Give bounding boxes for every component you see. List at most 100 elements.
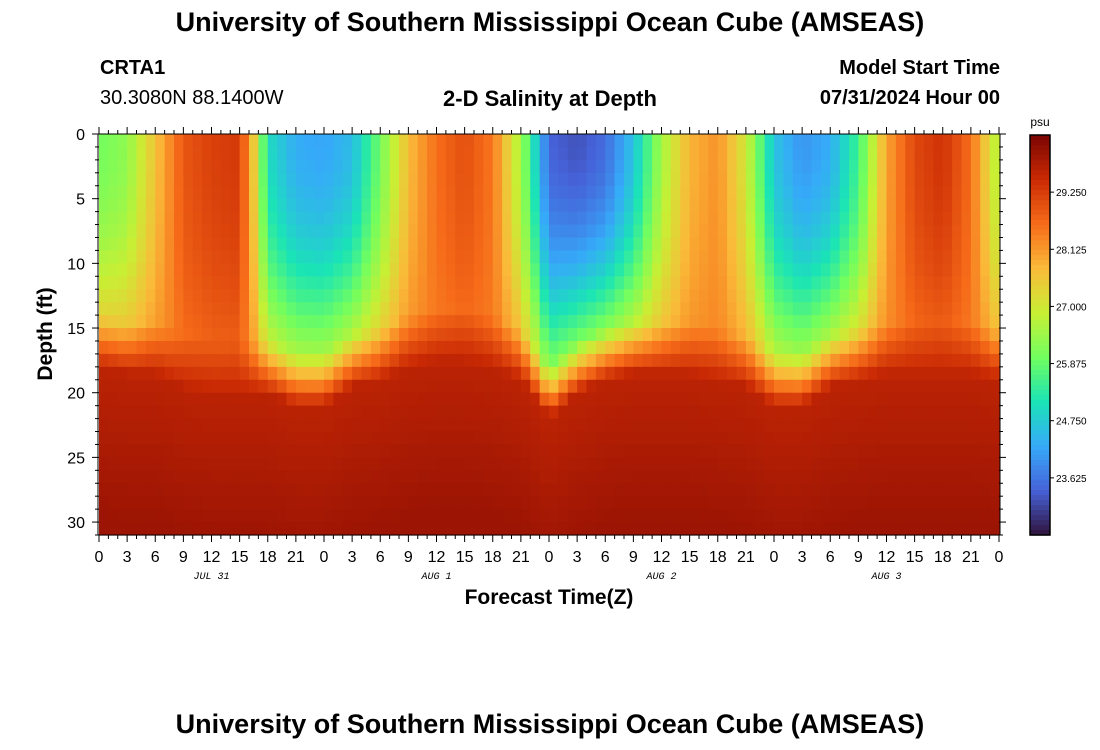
heatmap-cell [380, 276, 391, 290]
heatmap-cell [277, 405, 288, 420]
date-label: AUG 2 [645, 572, 676, 583]
heatmap-cell [155, 302, 166, 316]
heatmap-cell [549, 250, 559, 264]
heatmap-cell [464, 522, 475, 536]
heatmap-cell [605, 496, 616, 510]
heatmap-cell [717, 276, 728, 290]
heatmap-cell [745, 159, 756, 174]
heatmap-cell [117, 146, 128, 161]
heatmap-cell [764, 198, 775, 213]
heatmap-cell [511, 483, 522, 497]
heatmap-cell [886, 483, 897, 497]
heatmap-cell [708, 340, 719, 355]
heatmap-cell [886, 134, 897, 148]
heatmap-cell [614, 444, 625, 458]
heatmap-cell [661, 289, 672, 303]
heatmap-cell [549, 276, 559, 290]
heatmap-cell [380, 509, 391, 523]
heatmap-cell [502, 431, 513, 446]
heatmap-cell [886, 146, 897, 161]
heatmap-cell [652, 444, 663, 458]
heatmap-cell [305, 444, 316, 458]
heatmap-cell [539, 522, 550, 536]
heatmap-cell [577, 159, 588, 174]
colorbar-segment [1030, 310, 1050, 316]
heatmap-cell [661, 405, 672, 420]
heatmap-cell [352, 496, 363, 510]
heatmap-cell [577, 198, 588, 213]
heatmap-cell [886, 444, 897, 458]
heatmap-cell [277, 431, 288, 446]
heatmap-cell [614, 496, 625, 510]
colorbar-segment [1030, 385, 1050, 391]
heatmap-cell [914, 340, 925, 355]
heatmap-cell [117, 405, 128, 420]
heatmap-cell [849, 328, 859, 342]
heatmap-cell [689, 172, 700, 187]
colorbar-segment [1030, 305, 1050, 311]
heatmap-cell [502, 470, 513, 484]
heatmap-cell [389, 211, 400, 226]
heatmap-cell [202, 509, 213, 523]
heatmap-cell [792, 250, 803, 264]
heatmap-cell [267, 444, 278, 458]
heatmap-cell [370, 405, 381, 420]
heatmap-cell [783, 134, 794, 148]
heatmap-cell [502, 418, 513, 433]
heatmap-cell [342, 224, 353, 239]
heatmap-cell [792, 353, 803, 368]
heatmap-cell [614, 276, 625, 290]
heatmap-cell [342, 263, 353, 277]
heatmap-cell [220, 302, 231, 316]
heatmap-cell [342, 470, 353, 484]
heatmap-cell [370, 328, 381, 342]
heatmap-cell [614, 431, 625, 446]
heatmap-cell [745, 353, 756, 368]
heatmap-cell [249, 470, 259, 484]
y-tick-label: 5 [76, 192, 85, 209]
heatmap-cell [324, 276, 334, 290]
heatmap-cell [258, 250, 269, 264]
heatmap-cell [970, 302, 981, 316]
heatmap-cell [858, 211, 869, 226]
heatmap-cell [614, 405, 625, 420]
colorbar-segment [1030, 195, 1050, 201]
heatmap-cell [820, 418, 831, 433]
heatmap-cell [642, 353, 653, 368]
heatmap-cell [783, 146, 794, 161]
heatmap-cell [389, 159, 400, 174]
heatmap-cell [577, 496, 588, 510]
heatmap-cell [436, 302, 447, 316]
heatmap-cell [839, 496, 850, 510]
heatmap-cell [370, 340, 381, 355]
heatmap-cell [924, 470, 934, 484]
heatmap-cell [811, 340, 822, 355]
heatmap-cell [436, 315, 447, 329]
heatmap-cell [361, 159, 372, 174]
heatmap-cell [145, 250, 156, 264]
heatmap-cell [980, 418, 991, 433]
heatmap-cell [642, 392, 653, 407]
heatmap-cell [558, 366, 569, 381]
heatmap-cell [680, 172, 691, 187]
y-axis-label: Depth (ft) [34, 287, 57, 380]
heatmap-cell [389, 276, 400, 290]
heatmap-cell [483, 392, 494, 407]
heatmap-cell [736, 470, 747, 484]
heatmap-cell [155, 185, 166, 200]
heatmap-cell [792, 418, 803, 433]
heatmap-cell [249, 237, 259, 252]
heatmap-cell [811, 289, 822, 303]
heatmap-cell [474, 431, 484, 446]
heatmap-cell [483, 146, 494, 161]
heatmap-cell [455, 159, 466, 174]
heatmap-cell [389, 366, 400, 381]
heatmap-cell [961, 289, 972, 303]
heatmap-cell [849, 509, 859, 523]
heatmap-cell [211, 483, 222, 497]
heatmap-cell [427, 379, 438, 394]
heatmap-cell [324, 315, 334, 329]
heatmap-cell [483, 496, 494, 510]
heatmap-cell [174, 134, 184, 148]
heatmap-cell [99, 224, 109, 239]
